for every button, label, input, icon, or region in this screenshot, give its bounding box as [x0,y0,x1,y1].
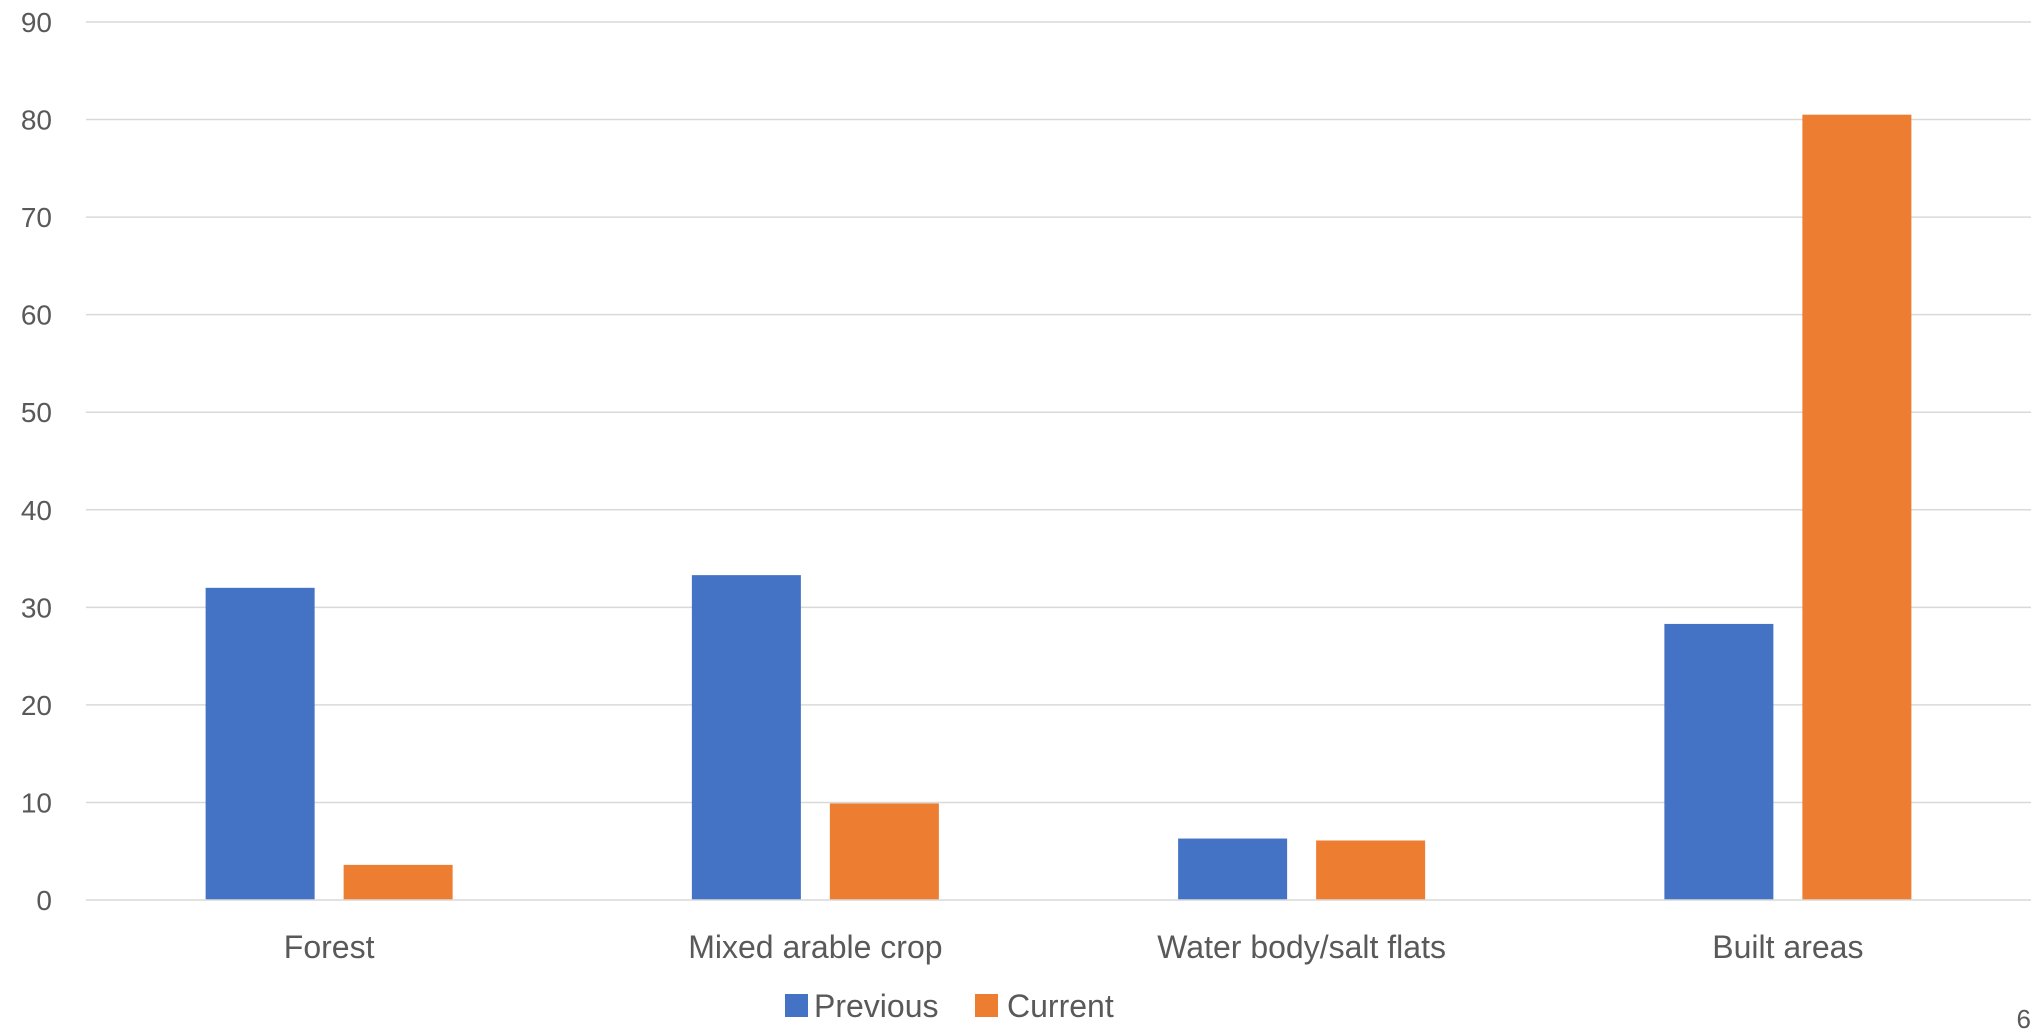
bar-previous-0 [205,587,315,900]
y-tick-label: 30 [21,592,52,623]
bars [205,114,1912,900]
bar-current-1 [829,803,939,900]
bar-current-3 [1802,114,1912,900]
y-tick-label: 60 [21,300,52,331]
x-tick-label: Mixed arable crop [688,929,942,965]
y-tick-label: 50 [21,397,52,428]
legend-swatch-current [975,994,998,1017]
page-number: 6 [2017,1004,2031,1034]
gridlines [86,21,2031,804]
y-tick-label: 10 [21,787,52,818]
bar-current-2 [1316,840,1426,900]
y-tick-label: 90 [21,7,52,38]
y-tick-label: 20 [21,690,52,721]
y-tick-label: 70 [21,202,52,233]
legend-label-previous: Previous [814,988,939,1024]
x-tick-label: Built areas [1712,929,1863,965]
x-tick-label: Forest [284,929,375,965]
legend-label-current: Current [1007,988,1114,1024]
bar-previous-1 [691,575,801,900]
bar-previous-2 [1178,838,1288,900]
y-tick-label: 40 [21,495,52,526]
legend: Previous Current [785,988,1114,1024]
y-axis-ticks: 0 10 20 30 40 50 60 70 80 90 [21,7,52,916]
x-tick-label: Water body/salt flats [1157,929,1446,965]
x-axis-ticks: Forest Mixed arable crop Water body/salt f… [284,929,1864,965]
legend-swatch-previous [785,994,808,1017]
y-tick-label: 80 [21,105,52,136]
bar-current-0 [343,864,453,900]
y-tick-label: 0 [36,885,52,916]
bar-previous-3 [1664,623,1774,900]
